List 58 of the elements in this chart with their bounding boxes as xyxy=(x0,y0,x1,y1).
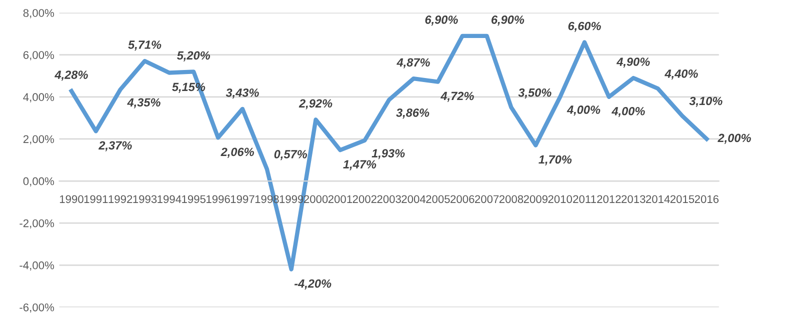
data-label: -4,20% xyxy=(294,279,332,290)
data-label: 2,92% xyxy=(298,99,332,110)
data-label: 4,40% xyxy=(664,69,698,80)
x-tick-label: 2004 xyxy=(402,195,426,204)
x-tick-label: 2006 xyxy=(450,195,474,204)
x-tick-label: 2014 xyxy=(646,195,670,204)
x-tick-label: 1997 xyxy=(230,195,254,204)
data-label: 2,00% xyxy=(718,134,751,144)
x-tick-label: 2007 xyxy=(475,195,499,204)
x-tick-label: 2011 xyxy=(573,195,596,204)
data-label: 3,10% xyxy=(689,96,722,107)
data-label: 5,71% xyxy=(128,40,162,51)
x-tick-label: 2012 xyxy=(597,195,621,204)
data-label: 6,90% xyxy=(492,16,524,26)
y-tick-label: 8,00% xyxy=(23,9,54,18)
data-label: 4,00% xyxy=(566,106,600,116)
data-label: 3,50% xyxy=(518,88,552,98)
y-tick-label: 6,00% xyxy=(23,51,54,60)
x-tick-label: 2010 xyxy=(548,195,572,204)
x-tick-label: 1996 xyxy=(206,195,230,204)
data-label: 0,57% xyxy=(274,150,308,160)
x-tick-label: 2005 xyxy=(426,195,450,204)
data-label: 3,43% xyxy=(226,88,259,99)
x-tick-label: 2016 xyxy=(694,195,719,204)
data-label: 2,37% xyxy=(98,141,132,152)
x-tick-label: 2008 xyxy=(499,195,524,204)
data-label: 4,28% xyxy=(54,70,88,81)
x-tick-label: 1992 xyxy=(108,195,132,204)
x-tick-label: 1993 xyxy=(133,195,157,204)
data-label: 5,20% xyxy=(177,51,210,62)
y-tick-label: -4,00% xyxy=(20,261,54,271)
y-tick-label: 2,00% xyxy=(23,135,54,144)
x-tick-label: 2009 xyxy=(524,195,548,204)
data-label: 1,93% xyxy=(372,149,405,160)
y-tick-label: -2,00% xyxy=(20,219,54,229)
data-label: 6,90% xyxy=(425,16,458,26)
data-label: 3,86% xyxy=(396,108,430,119)
data-label: 6,60% xyxy=(568,22,601,32)
data-label: 4,90% xyxy=(616,58,650,68)
x-tick-label: 2002 xyxy=(352,195,376,204)
x-tick-label: 2013 xyxy=(622,195,646,204)
data-label: 4,00% xyxy=(612,106,645,118)
data-label: 4,35% xyxy=(127,98,160,108)
x-tick-label: 1990 xyxy=(60,195,84,204)
x-tick-label: 2015 xyxy=(670,195,694,204)
x-tick-label: 1995 xyxy=(182,195,206,204)
data-label: 2,06% xyxy=(220,148,254,158)
x-tick-label: 2001 xyxy=(328,195,352,204)
data-label: 1,70% xyxy=(538,155,572,166)
x-tick-label: 2003 xyxy=(377,195,401,204)
y-tick-label: 4,00% xyxy=(23,93,54,102)
data-label: 1,47% xyxy=(343,160,376,170)
y-tick-label: -6,00% xyxy=(20,303,54,313)
x-tick-label: 1994 xyxy=(158,195,182,204)
x-tick-label: 1991 xyxy=(84,195,108,204)
data-label: 4,72% xyxy=(440,92,474,102)
data-label: 4,87% xyxy=(396,58,430,68)
y-tick-label: 0,00% xyxy=(23,177,54,186)
